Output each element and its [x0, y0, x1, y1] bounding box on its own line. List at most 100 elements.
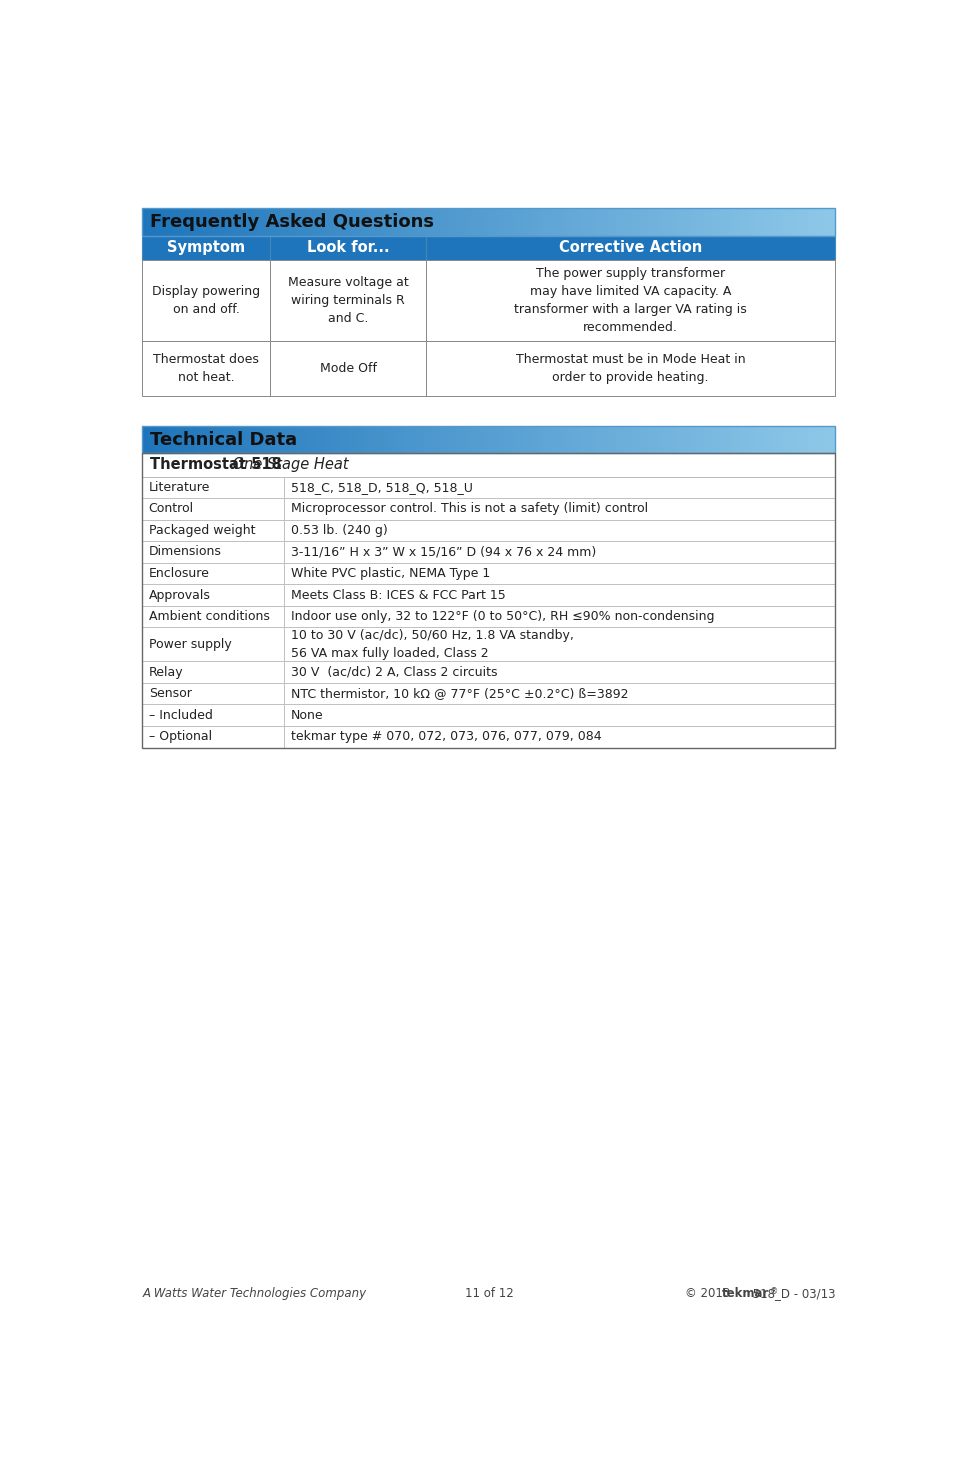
Bar	[777, 426, 780, 453]
Bar	[216, 426, 219, 453]
Bar	[284, 563, 835, 584]
Bar	[710, 208, 713, 236]
Bar	[237, 426, 240, 453]
Bar	[191, 426, 193, 453]
Bar	[345, 426, 349, 453]
Bar	[767, 426, 771, 453]
Bar	[257, 208, 261, 236]
Bar	[152, 208, 154, 236]
Bar	[210, 426, 213, 453]
Bar	[645, 426, 648, 453]
Text: Control: Control	[149, 503, 193, 515]
Text: The power supply transformer
may have limited VA capacity. A
transformer with a : The power supply transformer may have li…	[514, 267, 746, 333]
Bar	[786, 426, 789, 453]
Bar	[172, 208, 175, 236]
Bar	[186, 208, 190, 236]
Bar	[371, 426, 374, 453]
Bar	[197, 426, 201, 453]
Bar	[213, 208, 217, 236]
Bar	[707, 426, 711, 453]
Bar	[189, 426, 192, 453]
Bar	[671, 426, 674, 453]
Bar	[161, 426, 164, 453]
Bar	[226, 426, 229, 453]
Bar	[811, 426, 815, 453]
Bar	[661, 208, 664, 236]
Bar	[166, 208, 169, 236]
Bar	[546, 426, 549, 453]
Bar	[814, 208, 817, 236]
Bar	[353, 208, 355, 236]
Bar	[576, 426, 579, 453]
Bar	[270, 236, 426, 260]
Bar	[142, 236, 270, 260]
Bar	[512, 208, 515, 236]
Bar	[541, 426, 544, 453]
Bar	[293, 208, 295, 236]
Bar	[405, 208, 409, 236]
Text: Ambient conditions: Ambient conditions	[149, 611, 270, 622]
Bar	[290, 426, 294, 453]
Bar	[721, 426, 724, 453]
Bar	[421, 426, 425, 453]
Bar	[142, 208, 146, 236]
Bar	[754, 426, 757, 453]
Bar	[738, 208, 740, 236]
Bar	[611, 426, 614, 453]
Bar	[142, 726, 284, 748]
Bar	[684, 426, 688, 453]
Bar	[715, 426, 718, 453]
Bar	[270, 260, 426, 341]
Bar	[788, 426, 791, 453]
Bar	[218, 426, 221, 453]
Bar	[304, 208, 307, 236]
Bar	[528, 208, 531, 236]
Bar	[707, 208, 711, 236]
Bar	[348, 208, 351, 236]
Bar	[548, 208, 552, 236]
Bar	[284, 661, 835, 683]
Bar	[147, 426, 150, 453]
Bar	[329, 426, 333, 453]
Bar	[174, 426, 177, 453]
Bar	[447, 208, 450, 236]
Bar	[507, 208, 510, 236]
Bar	[772, 426, 775, 453]
Bar	[663, 208, 667, 236]
Bar	[738, 426, 740, 453]
Bar	[756, 208, 760, 236]
Bar	[663, 426, 667, 453]
Bar	[401, 208, 404, 236]
Bar	[142, 584, 284, 606]
Bar	[398, 426, 401, 453]
Text: © 2013: © 2013	[684, 1288, 733, 1299]
Bar	[272, 426, 274, 453]
Bar	[657, 426, 659, 453]
Bar	[661, 426, 664, 453]
Bar	[311, 426, 314, 453]
Bar	[678, 426, 680, 453]
Bar	[249, 208, 252, 236]
Bar	[580, 208, 584, 236]
Bar	[394, 426, 396, 453]
Bar	[497, 208, 500, 236]
Bar	[740, 426, 743, 453]
Bar	[163, 208, 166, 236]
Bar	[223, 208, 226, 236]
Bar	[285, 208, 289, 236]
Bar	[500, 208, 503, 236]
Bar	[436, 208, 438, 236]
Bar	[717, 208, 720, 236]
Bar	[288, 208, 291, 236]
Bar	[426, 236, 835, 260]
Bar	[791, 208, 794, 236]
Bar	[481, 426, 484, 453]
Bar	[239, 426, 242, 453]
Bar	[301, 426, 305, 453]
Bar	[325, 208, 328, 236]
Bar	[355, 208, 357, 236]
Text: – Optional: – Optional	[149, 730, 212, 743]
Bar	[488, 208, 492, 236]
Bar	[486, 208, 489, 236]
Bar	[604, 208, 607, 236]
